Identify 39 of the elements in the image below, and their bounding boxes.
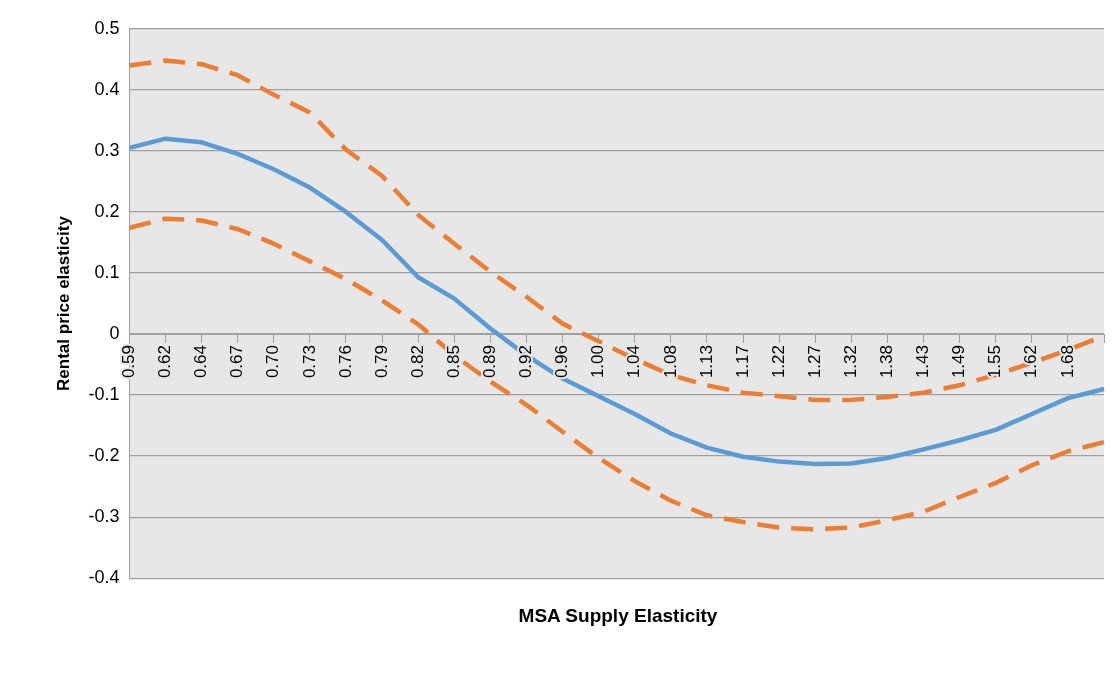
y-tick-label: 0.2 <box>94 200 120 221</box>
x-tick-label: 0.82 <box>407 345 427 379</box>
y-tick-label: 0 <box>109 322 120 343</box>
x-tick-label: 1.55 <box>985 345 1005 379</box>
x-tick-label: 1.00 <box>588 345 608 379</box>
x-tick-label: 1.27 <box>804 345 824 379</box>
y-tick-label: -0.1 <box>88 384 120 405</box>
x-tick-label: 0.73 <box>299 345 319 379</box>
x-tick-label: 0.85 <box>443 345 463 379</box>
y-tick-label: 0.5 <box>94 17 120 38</box>
x-tick-label: 1.08 <box>660 345 680 379</box>
y-tick-label: -0.4 <box>88 567 120 588</box>
y-axis-title: Rental price elasticity <box>53 215 73 391</box>
x-tick-label: 1.17 <box>732 345 752 379</box>
x-tick-label: 0.62 <box>155 345 175 379</box>
x-tick-label: 0.96 <box>552 345 572 379</box>
x-tick-label: 0.79 <box>371 345 391 379</box>
x-tick-label: 1.62 <box>1021 345 1041 379</box>
x-tick-label: 0.70 <box>263 345 283 379</box>
x-tick-label: 1.32 <box>841 345 861 379</box>
x-tick-label: 1.22 <box>768 345 788 379</box>
x-axis-title: MSA Supply Elasticity <box>517 605 719 627</box>
x-tick-label: 1.49 <box>949 345 969 379</box>
x-tick-label: 0.67 <box>227 345 247 379</box>
y-tick-label: 0.4 <box>94 78 120 99</box>
y-tick-label: -0.3 <box>88 506 120 527</box>
y-tick-label: -0.2 <box>88 445 120 466</box>
y-tick-label: 0.1 <box>94 261 120 282</box>
x-tick-label: 1.43 <box>913 345 933 379</box>
x-tick-label: 0.59 <box>119 345 139 379</box>
y-tick-label: 0.3 <box>94 139 120 160</box>
x-tick-label: 1.04 <box>624 345 644 379</box>
x-tick-label: 0.76 <box>335 345 355 379</box>
x-tick-label: 0.89 <box>480 345 500 379</box>
x-tick-label: 1.68 <box>1057 345 1077 379</box>
x-tick-label: 0.64 <box>191 345 211 379</box>
x-tick-label: 1.38 <box>877 345 897 379</box>
x-tick-label: 1.13 <box>696 345 716 379</box>
x-tick-label: 0.92 <box>516 345 536 379</box>
